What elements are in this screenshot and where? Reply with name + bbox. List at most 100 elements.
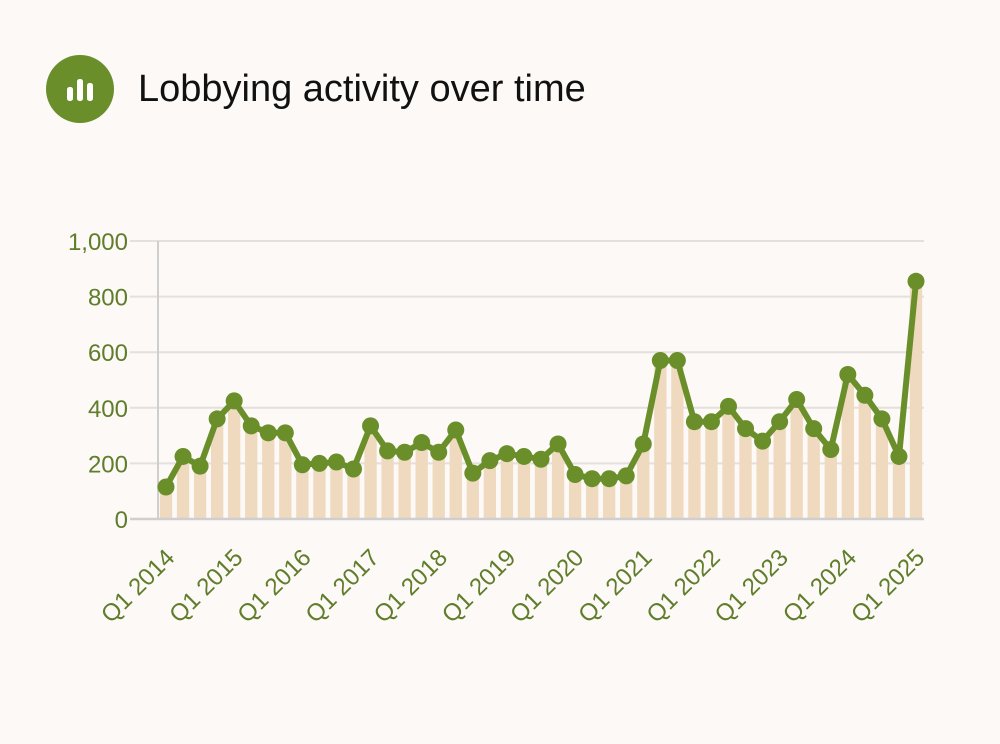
bar [364,425,377,519]
data-point [754,432,772,450]
data-point [174,447,192,465]
data-point [651,352,669,370]
data-point [873,410,891,428]
data-point [720,397,737,415]
bar [176,456,190,519]
data-point [634,435,652,453]
page-title: Lobbying activity over time [138,67,586,110]
data-point [413,434,431,452]
bar [688,421,701,519]
bar [381,450,394,519]
chart-series [157,272,925,496]
bar [415,442,428,519]
data-point [685,413,703,431]
bar [296,464,309,519]
data-point [396,443,414,461]
x-tick-label: Q1 2021 [573,544,657,628]
data-point [515,447,533,465]
bar [245,425,258,519]
data-point [293,456,311,474]
x-tick-label: Q1 2015 [164,544,248,628]
data-point [583,470,601,488]
bar [654,360,667,519]
bar [568,474,582,519]
bar [722,406,735,519]
bar [330,462,343,519]
bar [824,449,837,519]
chart-axes [130,241,924,521]
bar [858,395,871,519]
bar [500,453,514,519]
bar [620,475,633,519]
bar [790,399,803,519]
y-tick-label: 400 [88,396,128,423]
data-point [566,466,584,484]
bar-chart-icon-graphic [46,55,114,123]
bar [773,421,786,519]
bar [483,460,496,519]
data-point [242,417,260,435]
data-point [276,424,294,442]
data-point [362,417,380,435]
data-point [157,478,175,496]
data-point [771,413,789,431]
icon-bar-2 [77,79,83,101]
chart-bars [159,281,923,519]
data-point [856,386,874,404]
bar [211,418,224,519]
bar [892,456,906,519]
data-point [430,443,448,461]
data-point [532,450,550,468]
bar [279,432,292,519]
x-tick-label: Q1 2017 [301,544,385,628]
x-tick-label: Q1 2024 [778,544,862,628]
data-point [259,424,277,442]
bar [841,374,854,519]
bar [603,478,616,519]
data-point [310,454,328,472]
data-point [617,467,635,485]
bar [875,418,889,519]
chart-header: Lobbying activity over time [46,55,586,123]
y-tick-label: 800 [88,285,128,312]
bar [347,468,360,519]
y-tick-label: 0 [115,507,128,534]
bar [466,473,479,519]
y-tick-label: 600 [88,340,128,367]
x-tick-label: Q1 2025 [846,544,930,628]
x-tick-label: Q1 2018 [369,544,453,628]
bar [159,487,173,519]
bar [705,421,718,519]
bar [551,443,565,519]
data-point [839,365,857,383]
data-point [549,435,567,453]
bar [534,459,548,519]
bar [586,478,599,519]
data-point [600,470,618,488]
data-point [890,447,908,465]
y-tick-labels: 0 200 400 600 800 1,000 [68,229,128,534]
data-point [464,464,482,482]
bar [739,428,752,519]
bar [313,463,326,519]
x-tick-label: Q1 2019 [437,544,521,628]
data-point [805,420,823,438]
data-point [208,410,226,428]
bar [432,452,445,519]
icon-bar-1 [67,87,73,101]
data-point [668,352,686,370]
data-point [822,441,840,458]
data-point [447,421,465,439]
bar [671,360,684,519]
x-tick-label: Q1 2023 [710,544,794,628]
x-tick-label: Q1 2020 [505,544,589,628]
data-point [737,420,755,438]
bar [807,428,820,519]
bar [193,466,207,519]
data-point [788,390,806,408]
data-point [907,272,925,290]
x-tick-label: Q1 2016 [232,544,316,628]
data-point [345,460,362,478]
bar [228,400,241,519]
